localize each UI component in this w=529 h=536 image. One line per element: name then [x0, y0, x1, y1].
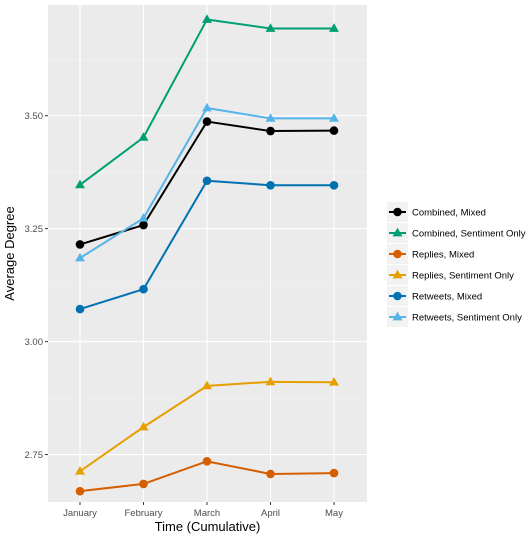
legend-label: Retweets, Mixed [412, 292, 482, 303]
x-tick-label: May [325, 508, 343, 519]
x-tick-label: February [124, 508, 162, 519]
data-point [202, 380, 212, 390]
x-tick-label: January [63, 508, 97, 519]
grid-lines [48, 5, 367, 502]
legend-item: Combined, Mixed [387, 202, 486, 222]
legend-key-marker [392, 311, 403, 321]
y-tick-label: 3.50 [25, 111, 44, 122]
legend-label: Combined, Mixed [412, 208, 486, 219]
axes: 2.75 3.00 3.25 3.50 January February March Apri… [25, 111, 344, 519]
x-tick-label: March [194, 508, 220, 519]
data-point [329, 180, 339, 190]
legend-key-marker [392, 227, 403, 237]
legend-label: Replies, Mixed [412, 250, 474, 261]
legend-label: Combined, Sentiment Only [412, 229, 526, 240]
x-tick-label: April [261, 508, 280, 519]
data-point [265, 23, 276, 32]
y-tick-label: 2.75 [25, 450, 44, 461]
data-point [75, 252, 85, 262]
legend: Combined, Mixed Combined, Sentiment Only R… [387, 202, 526, 327]
legend-key-marker [393, 291, 402, 301]
data-point [329, 126, 339, 135]
legend-label: Retweets, Sentiment Only [412, 313, 522, 324]
data-point [329, 468, 339, 478]
data-point [138, 421, 149, 431]
data-point [138, 213, 149, 222]
legend-key-marker [393, 249, 402, 259]
data-point [329, 113, 339, 122]
data-point [139, 220, 148, 230]
y-tick-label: 3.00 [25, 337, 44, 348]
series-2 [75, 457, 339, 496]
data-point [75, 240, 85, 249]
data-point [266, 180, 275, 190]
legend-item: Retweets, Mixed [387, 286, 482, 306]
legend-item: Replies, Mixed [387, 244, 474, 264]
legend-item: Retweets, Sentiment Only [387, 307, 522, 327]
data-series [75, 14, 339, 496]
data-point [75, 486, 85, 496]
series-3 [75, 376, 339, 475]
series-4 [75, 176, 339, 314]
data-point [202, 457, 212, 466]
data-point [75, 304, 85, 314]
data-point [265, 113, 276, 122]
legend-label: Replies, Sentiment Only [412, 271, 514, 282]
data-point [202, 176, 212, 186]
data-point [202, 102, 212, 112]
data-point [75, 179, 85, 189]
data-point [202, 14, 212, 23]
data-point [139, 284, 148, 294]
legend-key-marker [393, 207, 402, 217]
legend-item: Replies, Sentiment Only [387, 265, 514, 285]
data-point [75, 466, 85, 475]
data-point [139, 479, 148, 489]
data-point [266, 469, 275, 479]
data-point [202, 117, 212, 126]
data-point [329, 377, 339, 386]
legend-key-marker [392, 269, 403, 279]
data-point [329, 23, 339, 32]
data-point [266, 126, 275, 136]
data-point [265, 376, 276, 386]
series-5 [75, 102, 339, 262]
y-tick-label: 3.25 [25, 224, 44, 235]
data-point [138, 132, 149, 141]
x-axis-label: Time (Cumulative) [155, 519, 261, 534]
legend-item: Combined, Sentiment Only [387, 223, 526, 243]
series-1 [75, 14, 339, 189]
y-axis-label: Average Degree [2, 206, 17, 300]
